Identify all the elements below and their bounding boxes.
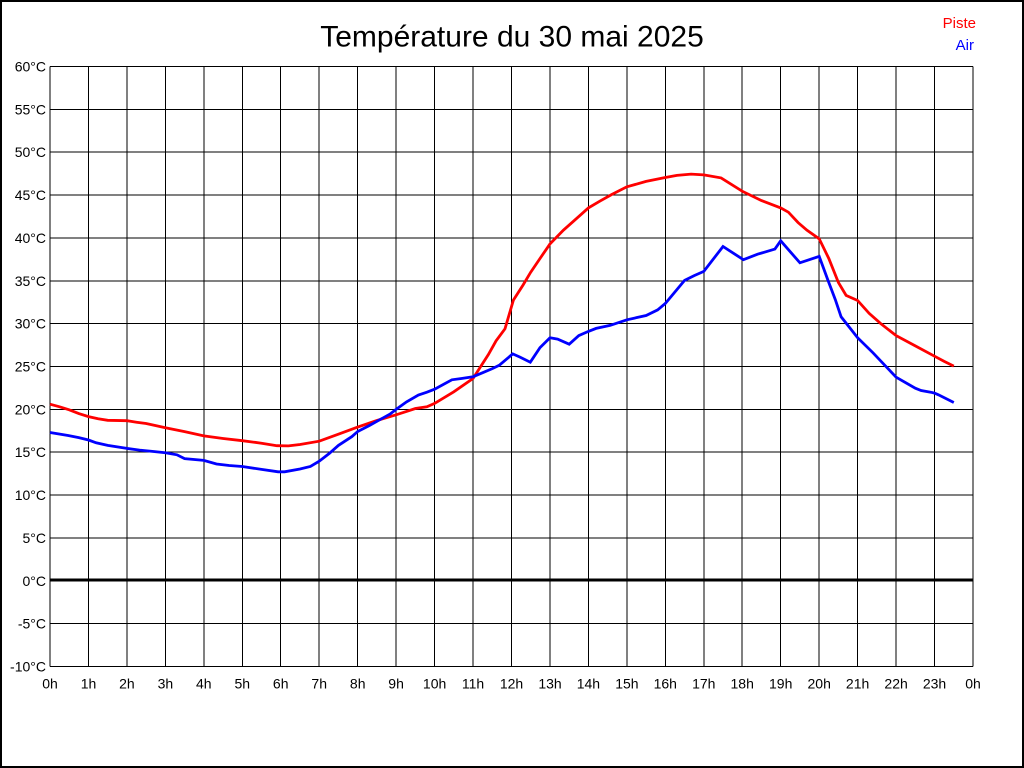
svg-text:5h: 5h xyxy=(235,676,251,692)
svg-text:7h: 7h xyxy=(311,676,327,692)
svg-text:21h: 21h xyxy=(846,676,869,692)
svg-text:20°C: 20°C xyxy=(15,401,46,417)
svg-text:1h: 1h xyxy=(81,676,97,692)
svg-text:4h: 4h xyxy=(196,676,212,692)
svg-text:18h: 18h xyxy=(731,676,754,692)
svg-text:25°C: 25°C xyxy=(15,359,46,375)
svg-text:Piste: Piste xyxy=(943,15,976,32)
svg-text:2h: 2h xyxy=(119,676,135,692)
svg-text:0°C: 0°C xyxy=(23,573,47,589)
svg-text:10h: 10h xyxy=(423,676,446,692)
svg-text:22h: 22h xyxy=(884,676,907,692)
svg-text:6h: 6h xyxy=(273,676,289,692)
svg-text:23h: 23h xyxy=(923,676,946,692)
svg-text:Air: Air xyxy=(956,37,974,54)
svg-text:0h: 0h xyxy=(965,676,981,692)
svg-text:12h: 12h xyxy=(500,676,523,692)
svg-text:-5°C: -5°C xyxy=(18,616,46,632)
svg-text:5°C: 5°C xyxy=(23,530,47,546)
svg-text:17h: 17h xyxy=(692,676,715,692)
svg-text:60°C: 60°C xyxy=(15,59,46,75)
svg-text:40°C: 40°C xyxy=(15,230,46,246)
svg-text:30°C: 30°C xyxy=(15,316,46,332)
svg-text:14h: 14h xyxy=(577,676,600,692)
svg-text:0h: 0h xyxy=(42,676,58,692)
svg-text:15h: 15h xyxy=(615,676,638,692)
svg-text:15°C: 15°C xyxy=(15,444,46,460)
svg-text:11h: 11h xyxy=(462,676,484,692)
svg-text:50°C: 50°C xyxy=(15,144,46,160)
svg-text:19h: 19h xyxy=(769,676,792,692)
svg-text:45°C: 45°C xyxy=(15,187,46,203)
svg-text:3h: 3h xyxy=(158,676,174,692)
svg-text:Température du 30 mai 2025: Température du 30 mai 2025 xyxy=(320,21,704,54)
svg-text:10°C: 10°C xyxy=(15,487,46,503)
svg-text:-10°C: -10°C xyxy=(10,659,46,675)
svg-text:55°C: 55°C xyxy=(15,101,46,117)
svg-text:8h: 8h xyxy=(350,676,366,692)
svg-text:20h: 20h xyxy=(808,676,831,692)
svg-text:35°C: 35°C xyxy=(15,273,46,289)
svg-text:16h: 16h xyxy=(654,676,677,692)
svg-text:9h: 9h xyxy=(388,676,404,692)
svg-text:13h: 13h xyxy=(538,676,561,692)
